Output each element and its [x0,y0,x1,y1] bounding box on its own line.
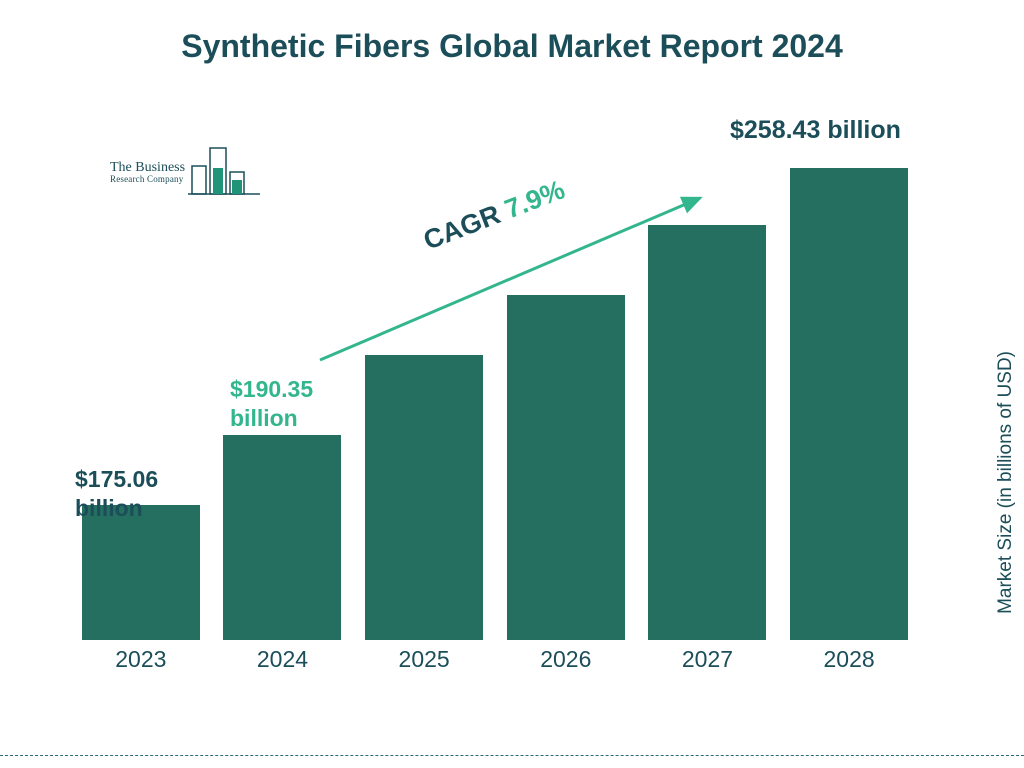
value-callout-2028: $258.43 billion [730,115,990,146]
bar-2023 [82,505,200,640]
footer-divider [0,755,1024,756]
bar-2028 [790,168,908,640]
callout-text-2: $258.43 billion [730,116,901,144]
cagr-annotation: CAGR 7.9% [300,160,720,380]
chart-title: Synthetic Fibers Global Market Report 20… [0,28,1024,65]
x-label-4: 2027 [637,640,777,673]
value-callout-2023: $175.06 billion [75,465,195,523]
bar-2024 [223,435,341,640]
bar-wrap-2025 [354,355,494,640]
x-label-1: 2024 [212,640,352,673]
callout-text-1: $190.35 billion [230,376,313,431]
bar-wrap-2023 [71,505,211,640]
bar-2025 [365,355,483,640]
x-label-3: 2026 [496,640,636,673]
y-axis-label: Market Size (in billions of USD) [995,351,1017,614]
x-label-0: 2023 [71,640,211,673]
callout-text-0: $175.06 billion [75,466,158,521]
x-label-5: 2028 [779,640,919,673]
chart-title-text: Synthetic Fibers Global Market Report 20… [181,28,843,64]
x-axis-labels: 2023 2024 2025 2026 2027 2028 [70,640,920,680]
x-label-2: 2025 [354,640,494,673]
bar-wrap-2024 [212,435,352,640]
value-callout-2024: $190.35 billion [230,375,350,433]
bar-wrap-2028 [779,168,919,640]
